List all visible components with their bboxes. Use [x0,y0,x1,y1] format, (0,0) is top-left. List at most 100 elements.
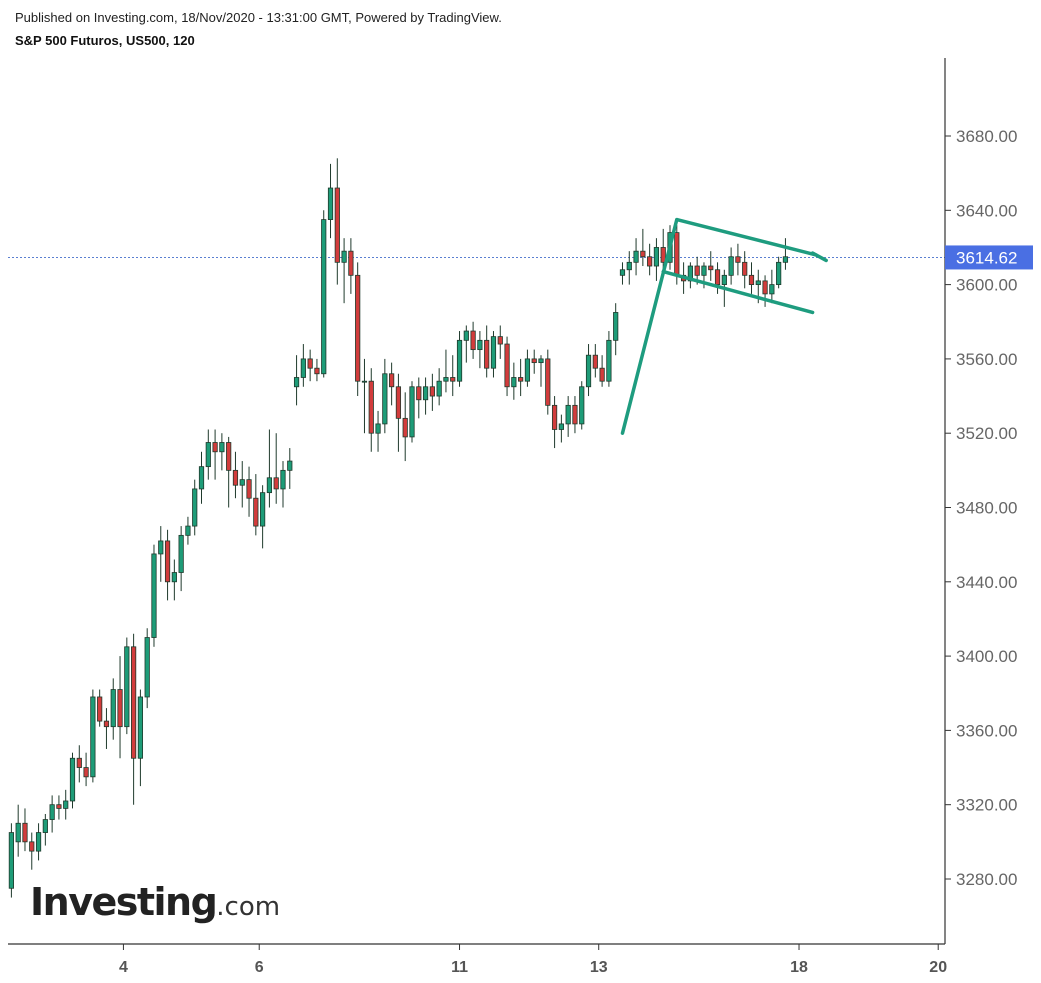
candle-body [592,354,598,369]
candle [565,396,571,437]
candle-body [511,377,517,388]
candle-body [22,822,28,843]
candle-body [29,841,35,852]
candle [212,429,218,480]
candle-body [321,219,327,375]
candle-body [647,256,653,267]
candle-body [273,477,279,490]
candle [300,344,306,387]
candle-body [782,256,789,263]
candle-body [640,250,646,258]
candle [76,745,82,783]
candle [144,628,150,709]
candle-body [755,280,761,286]
candle-body [518,377,524,382]
candle-body [599,367,605,382]
candle [436,368,442,406]
candle-body [266,477,273,494]
candle [748,262,755,294]
candle-body [389,373,395,388]
candle-body [626,261,632,271]
candle [69,752,76,809]
candle-body [178,534,184,573]
candle-body [15,822,21,843]
candle-body [422,386,429,401]
candle [124,637,130,735]
candle-body [728,256,734,276]
candle [239,461,245,508]
candle-body [375,423,381,434]
candle-body [361,380,368,383]
candle-body [90,696,96,778]
candle-body [674,232,680,276]
candle-body [131,646,137,759]
candle [470,321,476,359]
candle [334,158,340,285]
y-tick-label: 3600.00 [956,276,1017,295]
candle-body [776,261,782,286]
candle-body [76,757,82,768]
candle-body [56,804,62,809]
y-tick-label: 3520.00 [956,424,1017,443]
candle-body [490,336,497,369]
y-tick-label: 3360.00 [956,721,1017,740]
candle [164,529,171,601]
candle-body [619,269,626,276]
candle [389,362,395,406]
candle [63,789,69,820]
candle [49,795,55,833]
candle-body [314,367,320,375]
candle [307,349,313,382]
candle [22,808,28,852]
trendline-flag-lower [661,269,815,315]
candle-body [144,637,150,698]
y-tick-label: 3400.00 [956,647,1017,666]
candle-body [171,572,177,583]
candle [504,336,510,397]
trendline-flagpole [620,217,679,435]
candle-body [164,540,171,583]
candle-body [742,261,748,276]
candle-body [735,256,741,263]
candle-body [551,404,558,430]
candle [579,381,585,430]
candle-body [260,492,266,527]
candle-body [368,380,374,434]
candle [151,544,157,647]
last-price-badge [945,245,1033,270]
candle-body [402,417,408,438]
published-caption: Published on Investing.com, 18/Nov/2020 … [15,10,502,25]
candle [15,804,21,857]
candle-body [694,265,700,276]
candle [260,485,266,549]
x-tick-label: 6 [255,959,264,976]
candle [728,247,734,285]
candle [293,355,300,406]
candle-body [545,358,551,406]
x-tick-label: 4 [119,959,128,976]
candle-body [572,404,578,425]
candle [395,373,402,452]
candle-body [8,832,14,889]
candle [219,433,225,471]
candle-body [436,380,442,397]
candle-body [497,336,503,345]
candle-body [103,720,110,728]
candle-body [701,265,707,276]
candle [422,377,429,415]
candle-body [219,442,225,453]
candle [56,795,62,820]
candle-body [382,373,388,425]
candle-body [504,343,510,388]
candle-body [239,479,245,486]
candle-body [429,386,435,397]
y-tick-label: 3560.00 [956,350,1017,369]
candle [327,163,334,239]
candle-body [531,358,537,364]
candle-body [409,386,415,438]
candle [531,349,537,374]
y-tick-label: 3640.00 [956,201,1017,220]
candle-body [327,187,334,220]
candle [348,238,354,294]
